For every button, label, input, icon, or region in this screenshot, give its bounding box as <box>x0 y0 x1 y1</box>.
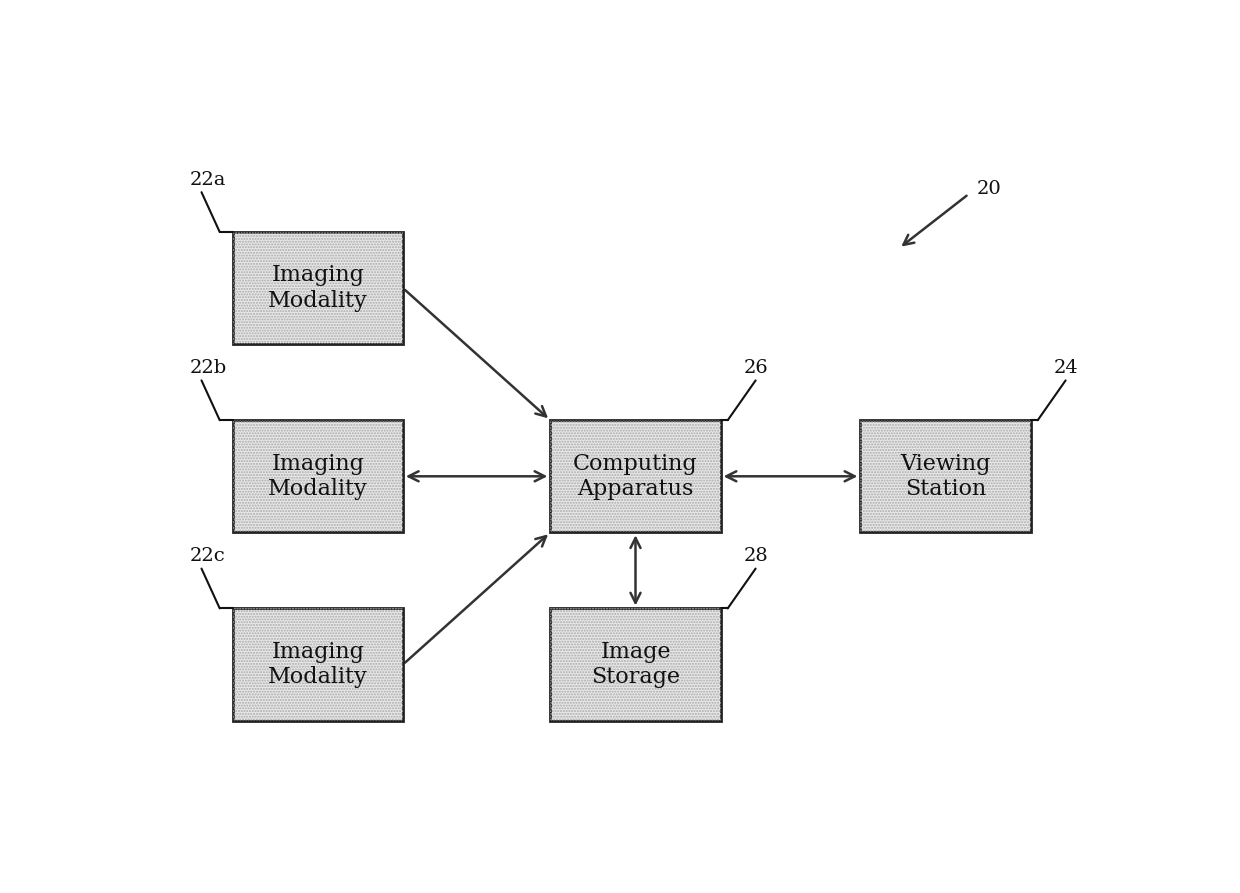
Text: 22a: 22a <box>190 171 226 188</box>
FancyBboxPatch shape <box>233 608 403 721</box>
Text: Image
Storage: Image Storage <box>591 641 680 689</box>
FancyBboxPatch shape <box>233 421 403 532</box>
FancyBboxPatch shape <box>861 421 1030 532</box>
Text: 26: 26 <box>744 359 769 377</box>
Text: Imaging
Modality: Imaging Modality <box>268 453 367 500</box>
Text: 22b: 22b <box>190 359 227 377</box>
Text: 20: 20 <box>977 179 1001 197</box>
Text: 22c: 22c <box>190 547 226 565</box>
Text: Imaging
Modality: Imaging Modality <box>268 641 367 689</box>
FancyBboxPatch shape <box>551 608 720 721</box>
Text: Imaging
Modality: Imaging Modality <box>268 264 367 312</box>
FancyBboxPatch shape <box>233 232 403 344</box>
FancyBboxPatch shape <box>551 421 720 532</box>
Text: Computing
Apparatus: Computing Apparatus <box>573 453 698 500</box>
Text: 24: 24 <box>1054 359 1079 377</box>
Text: 28: 28 <box>744 547 769 565</box>
Text: Viewing
Station: Viewing Station <box>900 453 991 500</box>
